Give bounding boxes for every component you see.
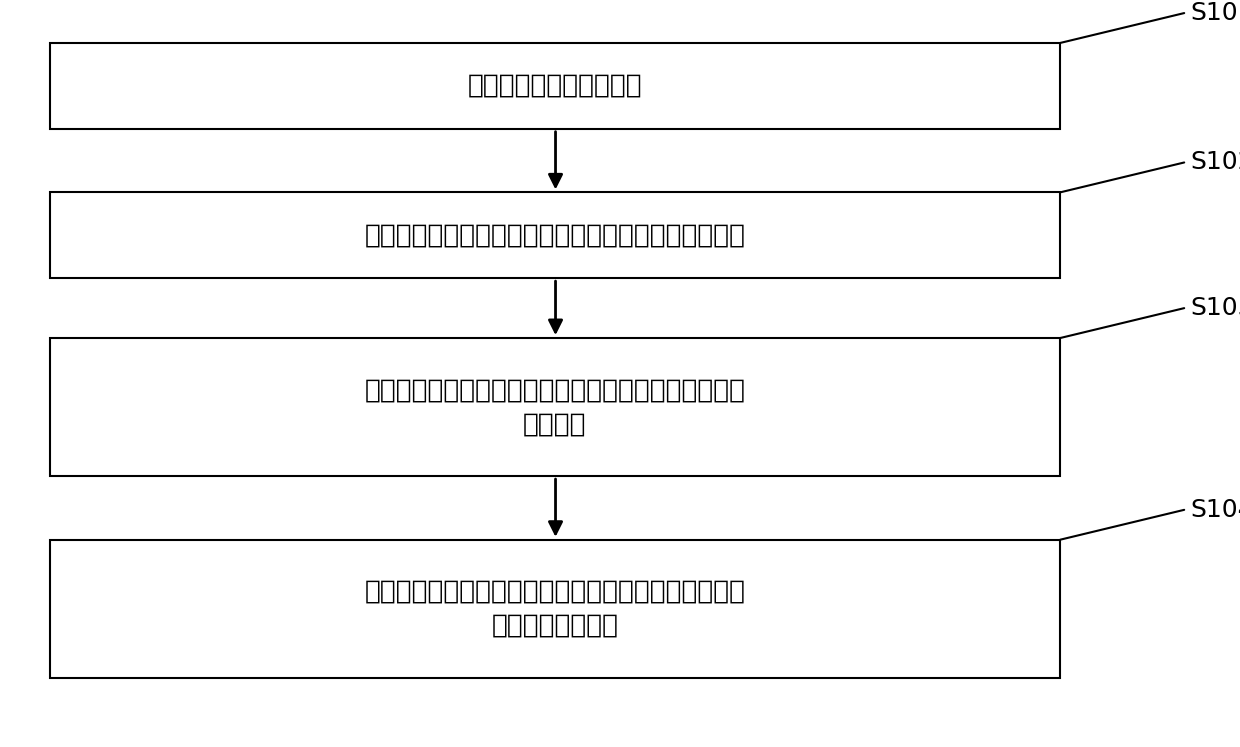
Bar (50, 43, 1060, 128)
Text: S101: S101 (1190, 1, 1240, 25)
Text: 在第一介质层之上沉积第二介质层，对第二介质层的表
面进行平坦化处理: 在第一介质层之上沉积第二介质层，对第二介质层的表 面进行平坦化处理 (365, 579, 745, 639)
Text: S102: S102 (1190, 150, 1240, 175)
Text: S104: S104 (1190, 498, 1240, 522)
Text: S103: S103 (1190, 296, 1240, 320)
Bar (50, 540, 1060, 678)
Text: 提供待处理的半导体结构: 提供待处理的半导体结构 (467, 73, 642, 99)
Bar (50, 338, 1060, 477)
Text: 去除第一牺牲层，暴露出叠层结构中第一牺牲层下的第
一介质层: 去除第一牺牲层，暴露出叠层结构中第一牺牲层下的第 一介质层 (365, 377, 745, 437)
Bar (50, 192, 1060, 278)
Text: 去除第二部分，暴露出叠层结构上表面处的第一牺牲层: 去除第二部分，暴露出叠层结构上表面处的第一牺牲层 (365, 223, 745, 248)
